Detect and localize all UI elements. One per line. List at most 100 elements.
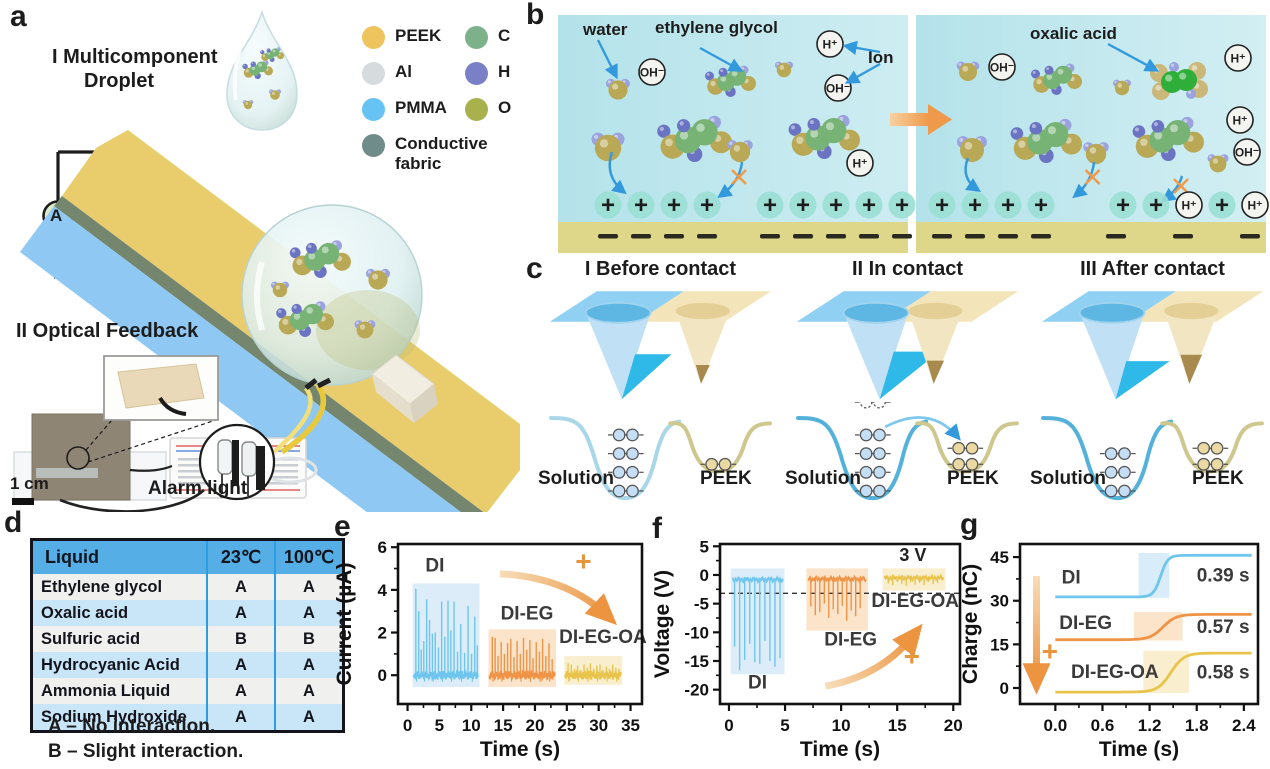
- table-cell: A: [206, 600, 275, 626]
- electron-pair-icon: [608, 428, 644, 442]
- c-header-before: I Before contact: [584, 258, 737, 280]
- highlight-box: [1143, 650, 1189, 693]
- svg-text:4: 4: [378, 581, 388, 600]
- electron-pair-icon: [608, 484, 644, 498]
- svg-text:DI: DI: [425, 556, 444, 577]
- series-DI: [1055, 553, 1252, 599]
- panel-letter-g: g: [960, 508, 979, 541]
- negative-charge-icon: [826, 234, 846, 239]
- svg-text:DI-EG-OA: DI-EG-OA: [1071, 662, 1159, 683]
- table-header: Liquid 23℃ 100℃: [31, 539, 344, 574]
- electron-pair-icon: [1192, 457, 1229, 471]
- series-DI: [731, 575, 784, 671]
- panel-letter-a: a: [10, 0, 27, 33]
- plot-frame: [396, 542, 644, 706]
- negative-charge-icon: [697, 234, 717, 239]
- electron-pair-icon: [855, 484, 891, 498]
- water-molecule: [242, 100, 254, 110]
- water-molecule: [366, 268, 391, 290]
- svg-text:-15: -15: [684, 652, 709, 671]
- solution-label: Solution: [785, 468, 861, 489]
- svg-text:OH⁻: OH⁻: [1235, 146, 1259, 160]
- table-header-cell: 23℃: [206, 539, 275, 574]
- svg-text:+: +: [862, 192, 876, 219]
- electron-pair-icon: [1100, 465, 1136, 479]
- positive-charge-icon: +: [693, 191, 721, 219]
- svg-text:Time (s): Time (s): [1099, 738, 1179, 761]
- svg-text:0.0: 0.0: [1044, 716, 1068, 735]
- svg-text:-10: -10: [684, 623, 709, 642]
- svg-text:DI: DI: [748, 673, 767, 694]
- scale-label: 1 cm: [10, 474, 49, 493]
- svg-text:Voltage (V): Voltage (V): [654, 570, 674, 678]
- series-DI-EG: [1055, 613, 1252, 642]
- svg-text:0: 0: [378, 666, 387, 685]
- positive-charge-icon: +: [928, 191, 956, 219]
- svg-text:-5: -5: [694, 595, 709, 614]
- svg-text:0.39 s: 0.39 s: [1197, 566, 1250, 587]
- svg-text:15: 15: [494, 716, 513, 735]
- svg-text:+: +: [829, 192, 843, 219]
- fabric-sample: [31, 413, 131, 501]
- water-molecule: [271, 281, 289, 298]
- svg-text:DI-EG: DI-EG: [501, 603, 554, 624]
- svg-text:15: 15: [990, 635, 1009, 654]
- peek-label: PEEK: [700, 468, 752, 489]
- svg-text:H⁺: H⁺: [853, 157, 868, 171]
- negative-charge-icon: [793, 234, 813, 239]
- legend-label: PEEK: [395, 26, 442, 45]
- svg-text:20: 20: [944, 716, 963, 735]
- positive-charge-icon: +: [1142, 191, 1170, 219]
- ethylene-glycol-molecule: [1031, 63, 1082, 95]
- positive-charge-icon: +: [1109, 191, 1137, 219]
- svg-text:Current (µA): Current (µA): [336, 563, 356, 686]
- table-cell: A: [274, 678, 344, 704]
- svg-text:5: 5: [700, 537, 709, 556]
- ohminus-ion-icon: OH⁻: [988, 53, 1016, 81]
- svg-text:2.4: 2.4: [1232, 716, 1256, 735]
- negative-charge-icon: [1106, 234, 1126, 239]
- series-DI-EG-OA: [1055, 651, 1252, 694]
- table-row: Ammonia Liquid A A: [31, 678, 344, 704]
- svg-text:H⁺: H⁺: [1233, 114, 1248, 128]
- falling-droplet: [226, 9, 298, 131]
- charge-time-chart: DI 0.39 s DI-EG 0.57 s DI-EG-OA 0.58 s +0.0 0.6…: [962, 542, 1260, 761]
- svg-text:+: +: [904, 641, 920, 672]
- highlight-box: [882, 568, 946, 591]
- negative-charge-icon: [664, 234, 684, 239]
- legend-item-o: O: [465, 98, 511, 121]
- table-row: Sulfuric acid B B: [31, 626, 344, 652]
- svg-text:+: +: [796, 192, 810, 219]
- voltage-time-chart: 3 V DI DI-EG DI-EG-OA +0 5 10 15 20 5 0 -5 -10 -15 -20…: [654, 537, 963, 761]
- svg-text:DI-EG: DI-EG: [1059, 613, 1112, 634]
- svg-text:+: +: [968, 192, 982, 219]
- electron-pair-icon: [855, 447, 891, 461]
- svg-text:+: +: [1001, 192, 1015, 219]
- electron-pair-icon: [1100, 447, 1136, 461]
- panel-a-section2-title: II Optical Feedback: [16, 320, 199, 342]
- legend-label: O: [498, 98, 512, 117]
- electron-pair-icon: [947, 441, 984, 455]
- solution-label: Solution: [538, 468, 614, 489]
- alarm-light-magnifier: [198, 423, 276, 501]
- svg-text:DI-EG-OA: DI-EG-OA: [559, 627, 647, 648]
- ammeter-label: A: [50, 206, 63, 225]
- hplus-ion-icon: H⁺: [846, 149, 874, 177]
- svg-text:+: +: [895, 192, 909, 219]
- legend-label: Al: [395, 62, 412, 81]
- legend-item-pmma: PMMA: [362, 98, 491, 121]
- legend-item-al: Al: [362, 62, 491, 85]
- svg-text:Charge (nC): Charge (nC): [962, 564, 982, 684]
- legend-swatch-icon: [465, 98, 488, 121]
- legend-swatch-icon: [362, 98, 385, 121]
- table-cell: B: [274, 626, 344, 652]
- positive-charge-icon: +: [756, 191, 784, 219]
- table-cell: Hydrocyanic Acid: [41, 655, 180, 674]
- svg-text:15: 15: [888, 716, 907, 735]
- hplus-ion-icon: H⁺: [816, 30, 844, 58]
- electron-pair-icon: [608, 465, 644, 479]
- panel-letter-d: d: [4, 506, 23, 539]
- hplus-ion-icon: H⁺: [1175, 191, 1203, 219]
- legend-swatch-icon: [465, 26, 488, 49]
- water-label: water: [583, 20, 628, 39]
